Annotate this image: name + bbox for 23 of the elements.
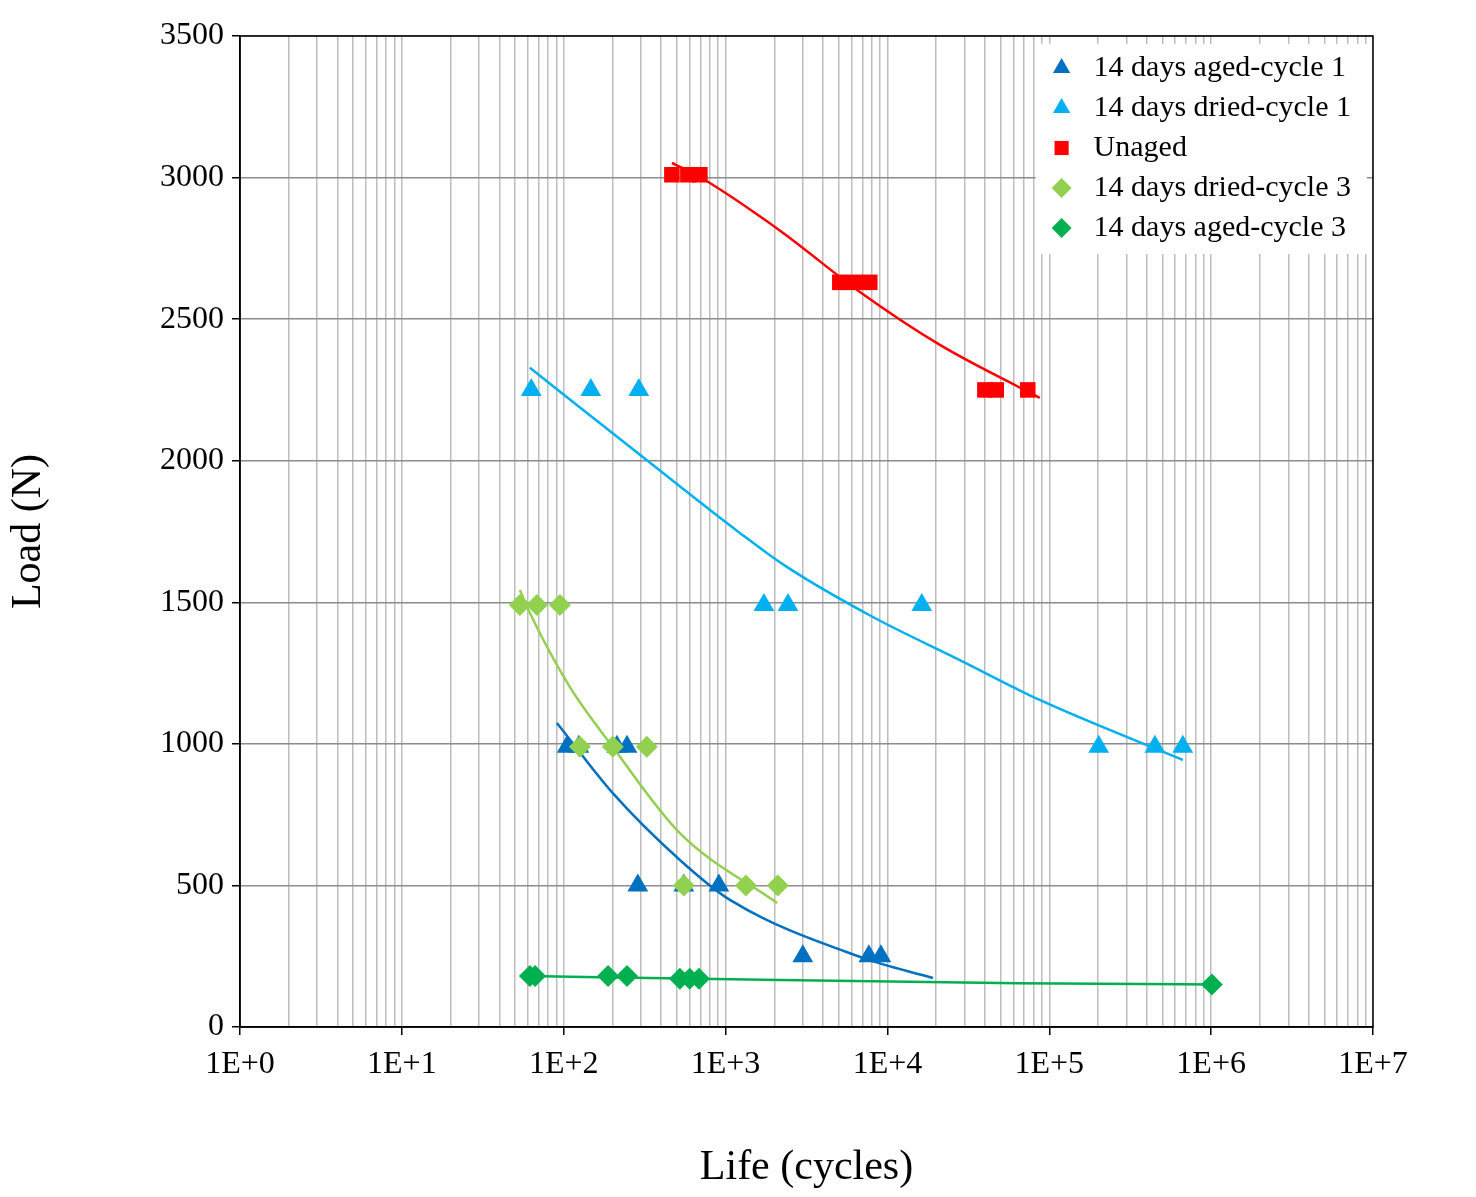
x-tick-label: 1E+2 (528, 1043, 599, 1080)
legend-label: 14 days aged-cycle 1 (1093, 48, 1346, 82)
x-tick-label: 1E+6 (1176, 1043, 1246, 1080)
x-tick-label: 1E+0 (205, 1043, 275, 1080)
y-tick-label: 3500 (160, 15, 224, 52)
legend-label: 14 days dried-cycle 3 (1093, 168, 1351, 202)
y-tick-label: 2000 (160, 440, 224, 477)
y-tick-label: 0 (208, 1006, 224, 1043)
legend-label: 14 days dried-cycle 1 (1093, 88, 1351, 122)
y-tick-label: 500 (176, 864, 224, 901)
x-tick-label: 1E+7 (1338, 1043, 1408, 1080)
y-tick-label: 1500 (160, 581, 224, 618)
x-tick-label: 1E+5 (1014, 1043, 1085, 1080)
y-tick-label: 1000 (160, 723, 224, 760)
legend-label: Unaged (1093, 128, 1187, 162)
x-axis-title: Life (cycles) (699, 1141, 914, 1189)
y-tick-label: 2500 (160, 298, 224, 335)
x-tick-label: 1E+1 (367, 1043, 437, 1080)
y-tick-label: 3000 (160, 156, 224, 193)
x-tick-label: 1E+4 (852, 1043, 923, 1080)
legend-label: 14 days aged-cycle 3 (1093, 208, 1346, 242)
x-tick-label: 1E+3 (690, 1043, 761, 1080)
y-axis-title: Load (N) (3, 453, 51, 610)
